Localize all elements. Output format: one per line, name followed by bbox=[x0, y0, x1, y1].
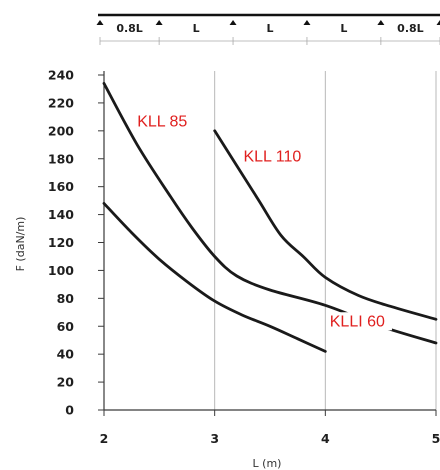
support-icon bbox=[436, 20, 440, 25]
x-axis-ticks: 2 3 4 5 bbox=[100, 410, 440, 446]
kll-110-label: KLL 110 bbox=[243, 149, 301, 166]
chart-axes bbox=[103, 71, 436, 411]
support-icon bbox=[229, 20, 237, 25]
y-tick-label: 200 bbox=[48, 123, 74, 138]
x-tick-label: 3 bbox=[210, 431, 219, 446]
series-label-background bbox=[327, 312, 392, 331]
span-diagram: 0.8L L L L 0.8L bbox=[96, 13, 440, 45]
kll-110-curve bbox=[213, 129, 438, 321]
klli-60-label: KLLI 60 bbox=[330, 313, 385, 330]
y-tick-label: 40 bbox=[57, 347, 75, 362]
support-icon bbox=[377, 20, 385, 25]
y-tick-label: 80 bbox=[57, 291, 75, 306]
y-axis-ticks: 0 20 40 60 80 100 120 140 160 180 200 220 240 bbox=[48, 68, 104, 418]
y-tick-label: 20 bbox=[57, 375, 75, 390]
y-tick-label: 180 bbox=[48, 151, 74, 166]
y-tick-label: 220 bbox=[48, 95, 74, 110]
span-label: L bbox=[193, 22, 200, 35]
kll-85-label: KLL 85 bbox=[137, 114, 187, 131]
klli-60-curve bbox=[102, 202, 327, 353]
series-label-background bbox=[135, 112, 191, 131]
span-label: 0.8L bbox=[116, 22, 143, 35]
span-label: L bbox=[266, 22, 273, 35]
y-tick-label: 100 bbox=[48, 263, 74, 278]
x-axis-label: L (m) bbox=[253, 457, 282, 470]
span-label: L bbox=[340, 22, 347, 35]
x-tick-label: 5 bbox=[432, 431, 440, 446]
y-tick-label: 160 bbox=[48, 179, 74, 194]
series-label-background bbox=[241, 147, 306, 166]
chart-grid bbox=[214, 71, 437, 410]
y-tick-label: 140 bbox=[48, 207, 74, 222]
x-tick-label: 2 bbox=[100, 431, 109, 446]
y-tick-label: 120 bbox=[48, 235, 74, 250]
support-icon bbox=[155, 20, 163, 25]
support-icon bbox=[96, 20, 104, 25]
span-label: 0.8L bbox=[397, 22, 424, 35]
y-tick-label: 60 bbox=[57, 319, 75, 334]
series-labels: KLL 85 KLL 110 KLLI 60 bbox=[135, 112, 392, 331]
y-tick-label: 240 bbox=[48, 68, 74, 83]
y-axis-label: F (daN/m) bbox=[14, 217, 27, 272]
y-tick-label: 0 bbox=[65, 403, 74, 418]
x-tick-label: 4 bbox=[321, 431, 330, 446]
support-icon bbox=[303, 20, 311, 25]
